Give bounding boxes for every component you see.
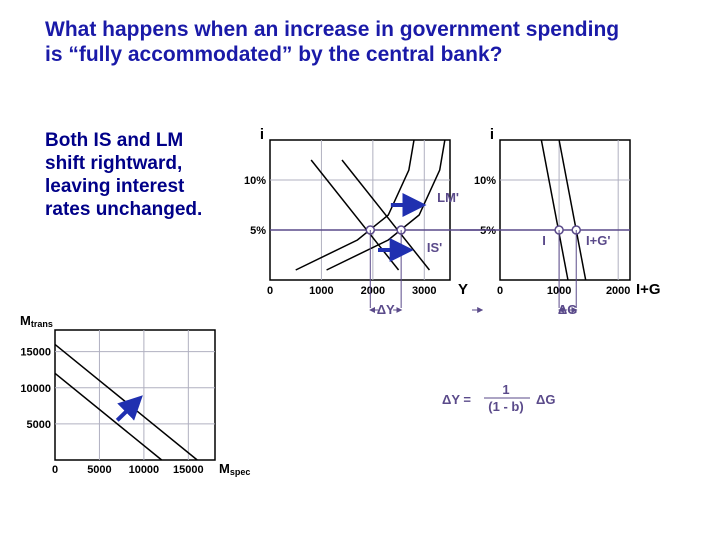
svg-text:(1 - b): (1 - b)	[488, 399, 523, 414]
svg-text:1000: 1000	[309, 285, 333, 297]
svg-text:I+G: I+G	[636, 281, 661, 298]
svg-text:0: 0	[52, 464, 58, 476]
svg-text:LM': LM'	[437, 190, 459, 205]
svg-text:10%: 10%	[474, 175, 496, 187]
islm-chart: 5%10%0100020003000iYLM'IS'ΔY	[225, 125, 495, 335]
svg-text:ΔG: ΔG	[536, 392, 555, 407]
svg-text:2000: 2000	[361, 285, 385, 297]
subtitle-3: leaving interest	[45, 176, 184, 198]
svg-text:0: 0	[267, 285, 273, 297]
subtitle-2: shift rightward,	[45, 153, 182, 175]
svg-text:ΔY: ΔY	[377, 302, 395, 317]
formula: ΔY = 1 (1 - b) ΔG	[440, 380, 610, 420]
svg-text:ΔY =: ΔY =	[442, 392, 471, 407]
subtitle-4: rates unchanged.	[45, 199, 202, 221]
title-line2: is “fully accommodated” by the central b…	[45, 43, 502, 67]
svg-text:10000: 10000	[129, 464, 160, 476]
svg-text:2000: 2000	[606, 285, 630, 297]
money-chart: 5000 10000 15000 0 5000 10000 15000 Mtrans Mspec	[10, 310, 260, 495]
svg-text:i: i	[260, 126, 264, 143]
svg-text:5%: 5%	[480, 225, 496, 237]
svg-text:5000: 5000	[87, 464, 111, 476]
svg-text:15000: 15000	[173, 464, 204, 476]
svg-text:5000: 5000	[27, 419, 51, 431]
svg-text:10000: 10000	[20, 383, 51, 395]
svg-text:ΔG: ΔG	[558, 302, 577, 317]
svg-text:I+G': I+G'	[586, 233, 610, 248]
svg-text:Mtrans: Mtrans	[20, 313, 53, 329]
title-line1: What happens when an increase in governm…	[45, 18, 619, 42]
svg-text:i: i	[490, 126, 494, 143]
svg-text:I: I	[542, 233, 546, 248]
ig-chart: 5%10%010002000iI+GII+G'ΔG	[460, 125, 670, 335]
subtitle-1: Both IS and LM	[45, 130, 183, 152]
svg-text:Mspec: Mspec	[219, 461, 250, 477]
svg-text:5%: 5%	[250, 225, 266, 237]
svg-text:IS': IS'	[427, 240, 442, 255]
svg-text:3000: 3000	[412, 285, 436, 297]
svg-text:0: 0	[497, 285, 503, 297]
svg-text:15000: 15000	[20, 347, 51, 359]
svg-text:1: 1	[502, 382, 509, 397]
svg-text:10%: 10%	[244, 175, 266, 187]
